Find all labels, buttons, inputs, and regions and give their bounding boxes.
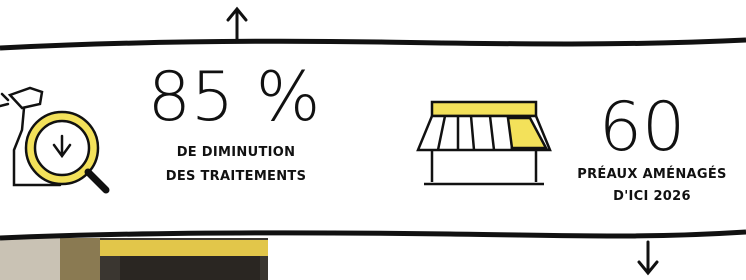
- infographic: 85 % DE DIMINUTION DES TRAITEMENTS 60 PR…: [0, 0, 746, 280]
- canvas: 85 % DE DIMINUTION DES TRAITEMENTS 60 PR…: [0, 0, 746, 280]
- photo: [0, 238, 268, 280]
- stat-label: DES TRAITEMENTS: [166, 169, 307, 184]
- arrow-down: [639, 242, 657, 273]
- stat-label: D'ICI 2026: [613, 189, 691, 204]
- stat-value: 85 %: [148, 58, 321, 137]
- stat-value: 60: [599, 88, 686, 167]
- arrow-up: [228, 9, 246, 42]
- bottom-line: [0, 232, 746, 238]
- stat-label: PRÉAUX AMÉNAGÉS: [577, 166, 726, 182]
- top-line: [0, 40, 746, 48]
- awning-icon: [418, 102, 550, 184]
- stat-label: DE DIMINUTION: [177, 145, 296, 160]
- spray-magnifier-icon: [0, 88, 106, 190]
